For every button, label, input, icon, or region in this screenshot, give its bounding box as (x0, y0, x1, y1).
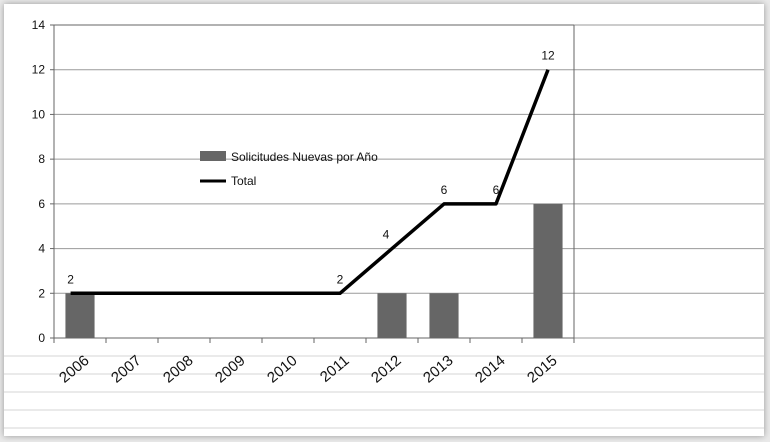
legend: Solicitudes Nuevas por Año Total (200, 150, 378, 188)
data-label: 6 (441, 183, 448, 197)
chart: 2 246 612 2006 2007 2008 2009 2010 2011 2012 2013… (4, 18, 764, 429)
y-tick-labels: 0 2 4 6 8 10 12 14 (32, 18, 46, 345)
legend-bar-label: Solicitudes Nuevas por Año (231, 150, 378, 164)
y-tick-label: 2 (38, 286, 45, 300)
y-tick-label: 6 (38, 197, 45, 211)
x-tick-label: 2010 (264, 352, 300, 386)
total-line (70, 69, 550, 296)
x-tick-label: 2006 (56, 352, 92, 386)
bar (65, 293, 95, 338)
data-label: 12 (541, 49, 555, 63)
y-tick-label: 12 (32, 63, 46, 77)
x-tick-label: 2013 (420, 352, 456, 386)
y-tick-label: 0 (38, 331, 45, 345)
line-series (70, 69, 550, 296)
data-label: 2 (337, 272, 344, 286)
y-tick-label: 4 (38, 242, 45, 256)
y-tick-label: 14 (32, 18, 46, 32)
bar (429, 293, 459, 338)
x-tick-label: 2009 (212, 352, 248, 386)
data-label: 6 (493, 183, 500, 197)
y-tick-label: 8 (38, 152, 45, 166)
data-label: 4 (383, 228, 390, 242)
x-tick-label: 2015 (524, 352, 560, 386)
bar-series (65, 203, 563, 338)
bar (377, 293, 407, 338)
x-tick-label: 2007 (108, 352, 144, 386)
x-tick-label: 2011 (317, 352, 353, 386)
legend-bar-swatch (200, 151, 226, 161)
x-tick-label: 2014 (472, 352, 508, 386)
x-tick-label: 2012 (368, 352, 404, 386)
legend-line-label: Total (231, 174, 256, 188)
data-label: 2 (67, 272, 74, 286)
x-tick-labels: 2006 2007 2008 2009 2010 2011 2012 2013 2014 2015 (56, 352, 560, 386)
gridlines (4, 24, 764, 429)
x-tick-label: 2008 (160, 352, 196, 386)
chart-frame: 2 2 4 6 6 12 2006 2007 2008 2009 2010 2011 2012 2013… (4, 4, 764, 436)
axes (50, 24, 575, 343)
y-tick-label: 10 (32, 107, 46, 121)
bar (533, 203, 563, 338)
data-labels: 2 2 4 6 6 12 (67, 49, 555, 287)
